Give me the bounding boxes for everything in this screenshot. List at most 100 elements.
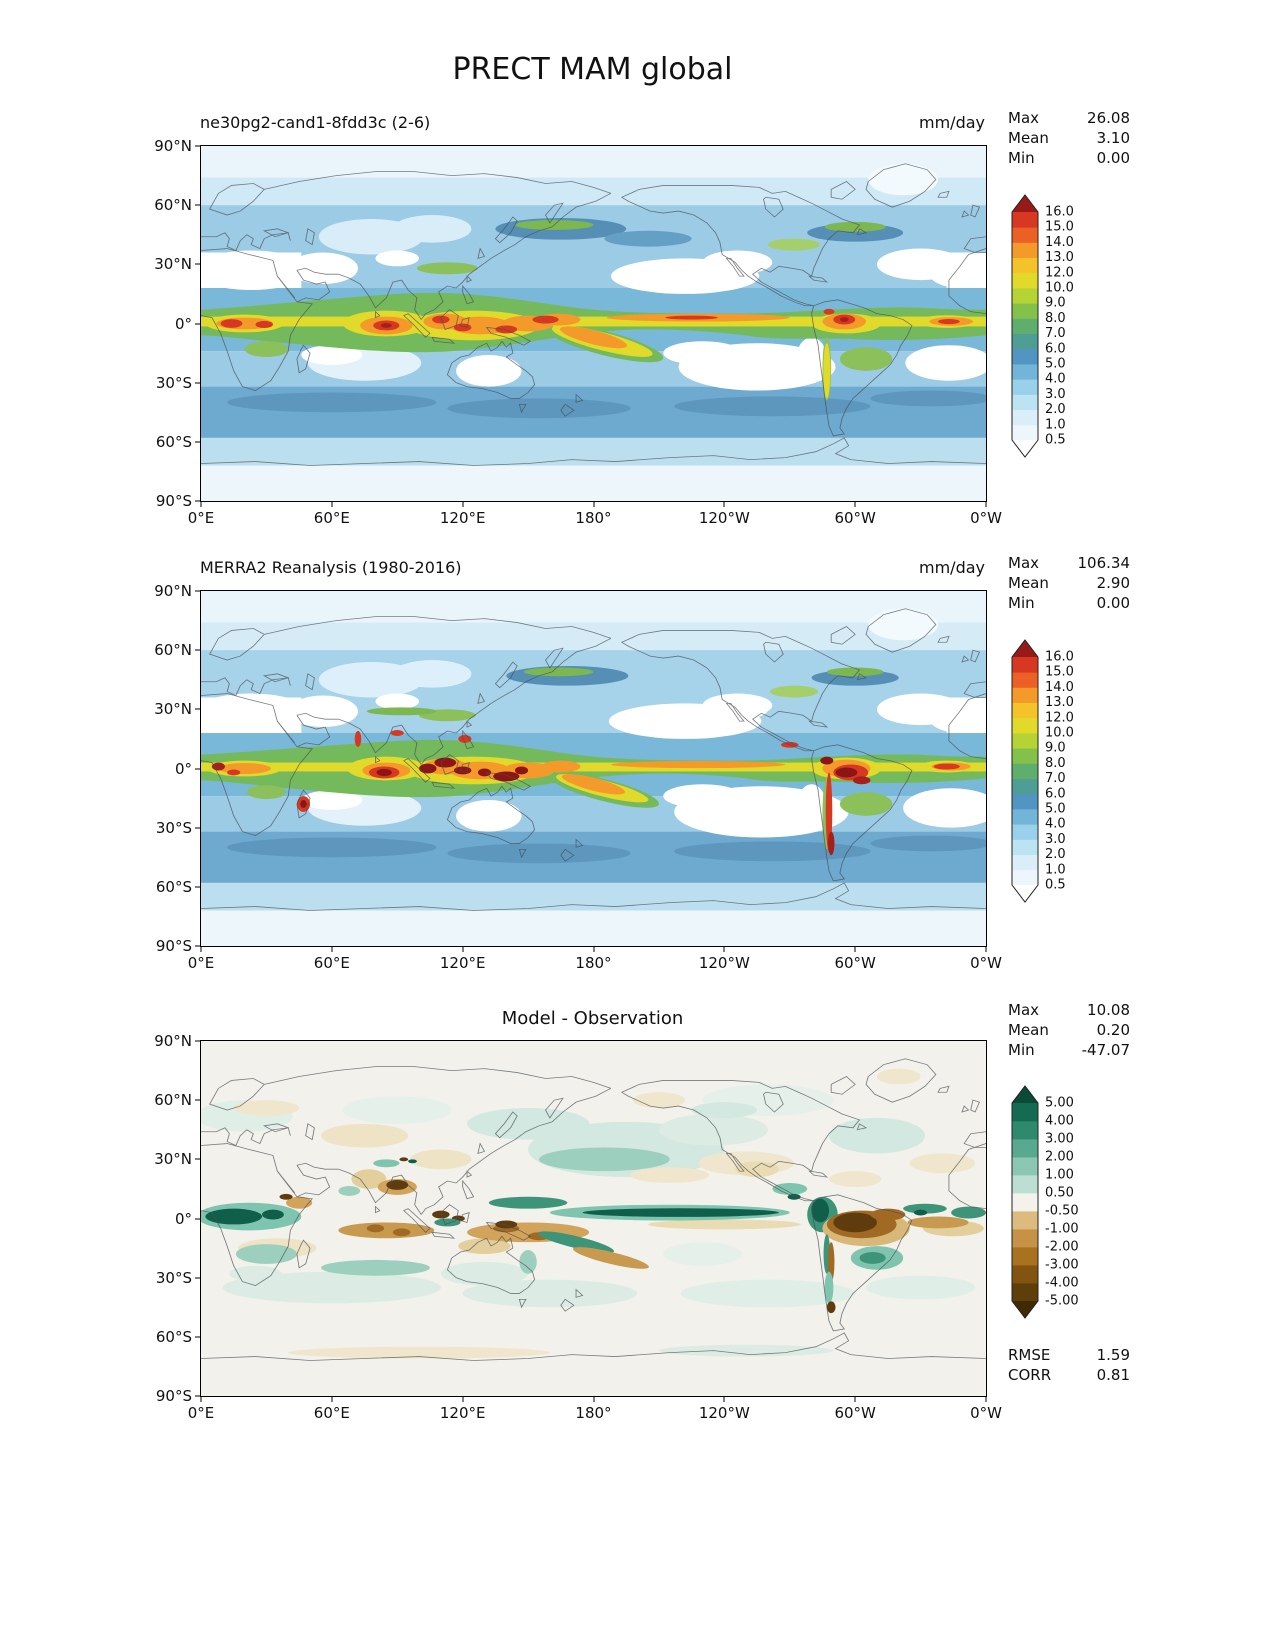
y-tick-label: 30°S <box>155 373 192 392</box>
y-tick-mark <box>195 649 201 651</box>
x-tick-mark <box>723 946 725 952</box>
colorbar-tick-label: 1.0 <box>1045 417 1066 432</box>
x-tick-label: 0°W <box>970 954 1002 972</box>
x-tick-mark <box>593 501 594 507</box>
colorbar-tick-label: 15.0 <box>1045 665 1074 680</box>
colorbar-tick-label: -1.00 <box>1045 1222 1079 1237</box>
stat-min-label: Min <box>1008 1041 1035 1059</box>
x-tick-mark <box>723 1396 725 1402</box>
colorbar-tick-label: 14.0 <box>1045 235 1074 250</box>
x-tick-label: 120°E <box>439 509 486 527</box>
stat-max-label: Max <box>1008 1001 1040 1019</box>
colorbar-tick-label: 8.0 <box>1045 311 1066 326</box>
map-model <box>201 146 986 501</box>
y-tick-mark <box>195 1158 201 1160</box>
x-tick-label: 180° <box>575 954 612 972</box>
colorbar-tick-label: 12.0 <box>1045 265 1074 280</box>
stat-max-label: Max <box>1008 109 1040 127</box>
stat-row-max: Max 106.34 <box>1008 553 1130 573</box>
stat-row-max: Max 26.08 <box>1008 108 1130 128</box>
stat-max-label: Max <box>1008 554 1040 572</box>
y-tick-mark <box>195 827 201 829</box>
colorbar-tick-label: 8.0 <box>1045 756 1066 771</box>
rmse-label: RMSE <box>1008 1346 1051 1364</box>
x-tick-label: 60°W <box>834 1404 876 1422</box>
stat-row-min: Min 0.00 <box>1008 593 1130 613</box>
panel-title-model: ne30pg2-cand1-8fdd3c (2-6) <box>200 113 431 132</box>
panel-header-diff: Model - Observation <box>200 1008 985 1029</box>
stats-block-model: Max 26.08 Mean 3.10 Min 0.00 <box>1008 108 1130 168</box>
stat-max-value: 10.08 <box>1087 1001 1130 1019</box>
y-tick-label: 90°S <box>155 937 192 955</box>
colorbar-tick-label: 3.0 <box>1045 387 1066 402</box>
x-tick-mark <box>200 946 202 952</box>
y-tick-mark <box>195 441 201 443</box>
x-tick-label: 0°W <box>970 1404 1002 1422</box>
stat-mean-label: Mean <box>1008 1021 1049 1039</box>
colorbar-tick-label: 9.0 <box>1045 296 1066 311</box>
x-tick-mark <box>331 1396 333 1402</box>
colorbar-tick-label: -3.00 <box>1045 1258 1079 1273</box>
colorbar-tick-label: 9.0 <box>1045 741 1066 756</box>
colorbar-tick-label: 2.0 <box>1045 402 1066 417</box>
y-tick-label: 30°N <box>154 255 192 274</box>
x-tick-mark <box>854 946 856 952</box>
y-tick-label: 60°N <box>154 196 192 215</box>
stat-mean-value: 3.10 <box>1096 129 1130 147</box>
colorbar-tick-label: 4.00 <box>1045 1114 1074 1129</box>
y-tick-label: 0° <box>174 1209 192 1228</box>
y-tick-mark <box>195 204 201 206</box>
colorbar-tick-label: -4.00 <box>1045 1276 1079 1291</box>
stat-row-min: Min 0.00 <box>1008 148 1130 168</box>
y-tick-mark <box>195 708 201 710</box>
stat-row-mean: Mean 0.20 <box>1008 1020 1130 1040</box>
colorbar-tick-label: 0.5 <box>1045 433 1066 448</box>
y-tick-mark <box>195 1277 201 1279</box>
colorbar-tick-label: 13.0 <box>1045 250 1074 265</box>
map-plot-diff: 0°E 60°E 120°E 180° 120°W 60°W 0°W 90°N 60°N 30°N… <box>154 1032 1002 1422</box>
colorbar-tick-label: 3.0 <box>1045 832 1066 847</box>
panel-header-obs: MERRA2 Reanalysis (1980-2016) mm/day <box>200 558 985 577</box>
colorbar-tick-label: 1.0 <box>1045 862 1066 877</box>
colorbar-tick-label: 12.0 <box>1045 710 1074 725</box>
x-tick-mark <box>593 1396 594 1402</box>
y-tick-mark <box>195 1218 201 1219</box>
x-tick-label: 0°E <box>187 954 215 972</box>
stat-min-label: Min <box>1008 594 1035 612</box>
y-tick-mark <box>195 323 201 324</box>
colorbar-tick-label: 4.0 <box>1045 817 1066 832</box>
stat-min-value: -47.07 <box>1081 1041 1130 1059</box>
colorbar-tick-label: -5.00 <box>1045 1294 1079 1309</box>
y-tick-mark <box>195 1395 201 1397</box>
colorbar-precip-model: 16.015.014.013.012.010.09.08.07.06.05.04… <box>1011 194 1074 458</box>
colorbar-tick-label: 0.5 <box>1045 878 1066 893</box>
colorbar-tick-label: -0.50 <box>1045 1204 1079 1219</box>
y-tick-label: 90°N <box>154 582 192 600</box>
stat-row-max: Max 10.08 <box>1008 1000 1130 1020</box>
y-tick-mark <box>195 1336 201 1338</box>
y-tick-label: 60°S <box>155 432 192 451</box>
precip-field-obs <box>201 591 986 946</box>
colorbar-tick-label: 3.00 <box>1045 1132 1074 1147</box>
stats-block-diff: Max 10.08 Mean 0.20 Min -47.07 <box>1008 1000 1130 1060</box>
x-tick-label: 120°W <box>698 954 750 972</box>
colorbar-diff: 5.00 4.00 3.00 2.00 1.00 0.50 -0.50 -1.00 -2.00 -… <box>1011 1085 1079 1319</box>
diff-field <box>201 1041 986 1396</box>
y-tick-mark <box>195 1040 201 1042</box>
x-tick-mark <box>723 501 725 507</box>
colorbar-precip-obs: 16.015.014.013.012.010.09.08.07.06.05.04… <box>1011 639 1074 903</box>
stat-mean-label: Mean <box>1008 574 1049 592</box>
panel-title-diff: Model - Observation <box>501 1008 684 1029</box>
x-tick-label: 120°W <box>698 509 750 527</box>
y-tick-label: 60°N <box>154 1091 192 1110</box>
y-tick-label: 90°N <box>154 1032 192 1050</box>
precip-field-model <box>201 146 986 501</box>
x-tick-label: 180° <box>575 509 612 527</box>
colorbar-tick-label: 4.0 <box>1045 372 1066 387</box>
panel-title-obs: MERRA2 Reanalysis (1980-2016) <box>200 558 462 577</box>
metric-row-corr: CORR 0.81 <box>1008 1365 1130 1385</box>
x-tick-mark <box>854 501 856 507</box>
colorbar-tick-label: -2.00 <box>1045 1240 1079 1255</box>
y-tick-label: 30°N <box>154 1150 192 1169</box>
y-tick-mark <box>195 382 201 384</box>
